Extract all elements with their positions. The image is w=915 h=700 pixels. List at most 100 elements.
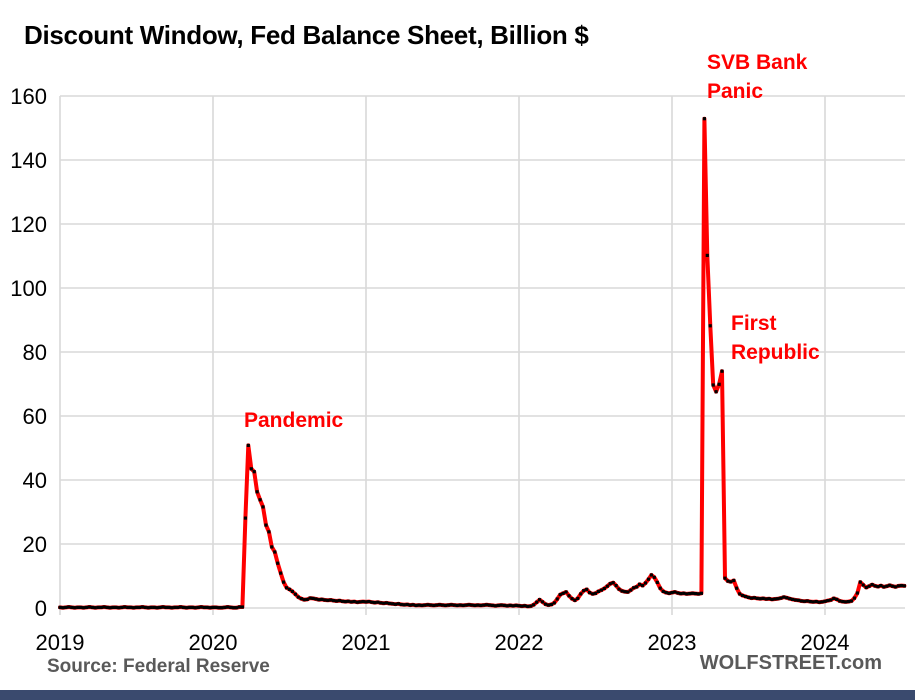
data-point-marker [464,603,468,607]
data-point-marker [643,581,648,585]
data-point-marker [608,582,612,586]
data-point-marker [358,600,362,604]
data-point-marker [502,603,506,607]
data-point-marker [402,603,406,607]
data-point-marker [164,605,168,609]
data-point-marker [499,603,503,607]
x-axis-label: 2021 [342,630,391,655]
data-point-marker [267,530,271,534]
data-point-marker [888,583,892,587]
data-point-marker [573,598,577,602]
x-axis-label: 2023 [648,630,697,655]
data-point-marker [732,578,736,583]
data-point-marker [355,600,359,604]
data-point-marker [140,605,144,609]
data-point-marker [285,586,289,590]
data-point-marker [396,602,400,606]
data-point-marker [882,585,886,589]
data-point-marker [902,584,906,588]
data-point-marker [96,605,100,609]
data-point-marker [70,605,74,609]
data-point-marker [626,590,630,594]
data-point-marker [249,467,253,471]
data-point-marker [870,583,874,587]
data-point-marker [755,596,759,600]
data-point-marker [149,605,153,609]
data-point-marker [482,603,486,607]
data-point-marker [208,606,212,610]
data-point-marker [105,605,109,609]
data-point-marker [599,588,603,592]
data-point-marker [549,602,553,607]
data-point-marker [243,516,247,520]
data-point-marker [693,592,698,596]
data-point-marker [567,594,571,598]
data-point-marker [897,584,901,588]
data-point-marker [829,598,833,602]
data-point-marker [723,576,727,580]
data-point-marker [761,596,765,600]
data-point-marker [538,598,542,602]
data-point-marker [493,604,498,608]
data-point-marker [791,597,795,601]
data-point-marker [667,591,671,595]
data-point-marker [255,490,259,494]
data-point-marker [179,605,183,609]
data-point-marker [867,584,871,588]
data-point-marker [314,597,318,601]
data-point-marker [108,606,112,610]
data-point-marker [546,603,550,607]
data-point-marker [317,598,321,602]
data-point-marker [323,598,327,602]
data-point-marker [744,594,748,599]
data-point-marker [579,592,583,596]
data-point-marker [479,603,483,607]
data-point-marker [582,589,586,593]
data-point-marker [429,603,433,607]
data-point-marker [838,599,842,603]
data-point-marker [864,585,868,590]
data-point-marker [120,605,124,609]
data-point-marker [817,600,821,604]
data-point-marker [788,597,792,601]
data-point-marker [426,603,430,607]
data-point-marker [641,584,645,588]
data-point-marker [458,603,462,607]
data-point-marker [87,605,91,609]
source-attribution: Source: Federal Reserve [47,656,270,677]
data-point-marker [899,584,904,588]
wolfstreet-branding: WOLFSTREET.com [699,652,882,674]
data-point-marker [102,605,106,609]
data-point-marker [785,596,789,600]
data-point-marker [558,593,562,597]
data-point-marker [170,606,174,610]
annotation-svb-line2: Panic [707,80,764,103]
data-point-marker [446,603,450,607]
data-point-marker [443,603,447,607]
data-point-marker [349,600,353,604]
data-point-marker [523,604,527,608]
data-point-marker [196,605,200,609]
data-point-marker [117,606,121,610]
data-point-marker [844,600,848,604]
data-point-marker [187,605,192,609]
data-point-marker [808,600,812,604]
data-point-marker [617,587,621,591]
data-point-marker [193,606,197,610]
data-point-marker [520,604,524,608]
chart-title: Discount Window, Fed Balance Sheet, Bill… [24,20,589,50]
data-point-marker [411,603,415,607]
data-point-marker [276,561,280,565]
data-point-marker [885,584,889,588]
data-point-marker [308,596,312,600]
data-point-marker [670,591,674,595]
data-point-marker [432,603,436,607]
data-point-marker [332,599,336,603]
data-point-marker [202,605,206,609]
annotation-pandemic-text: Pandemic [244,409,344,432]
data-point-marker [364,600,368,604]
data-point-marker [699,591,703,595]
data-point-marker [570,597,574,601]
data-point-marker [661,589,665,593]
